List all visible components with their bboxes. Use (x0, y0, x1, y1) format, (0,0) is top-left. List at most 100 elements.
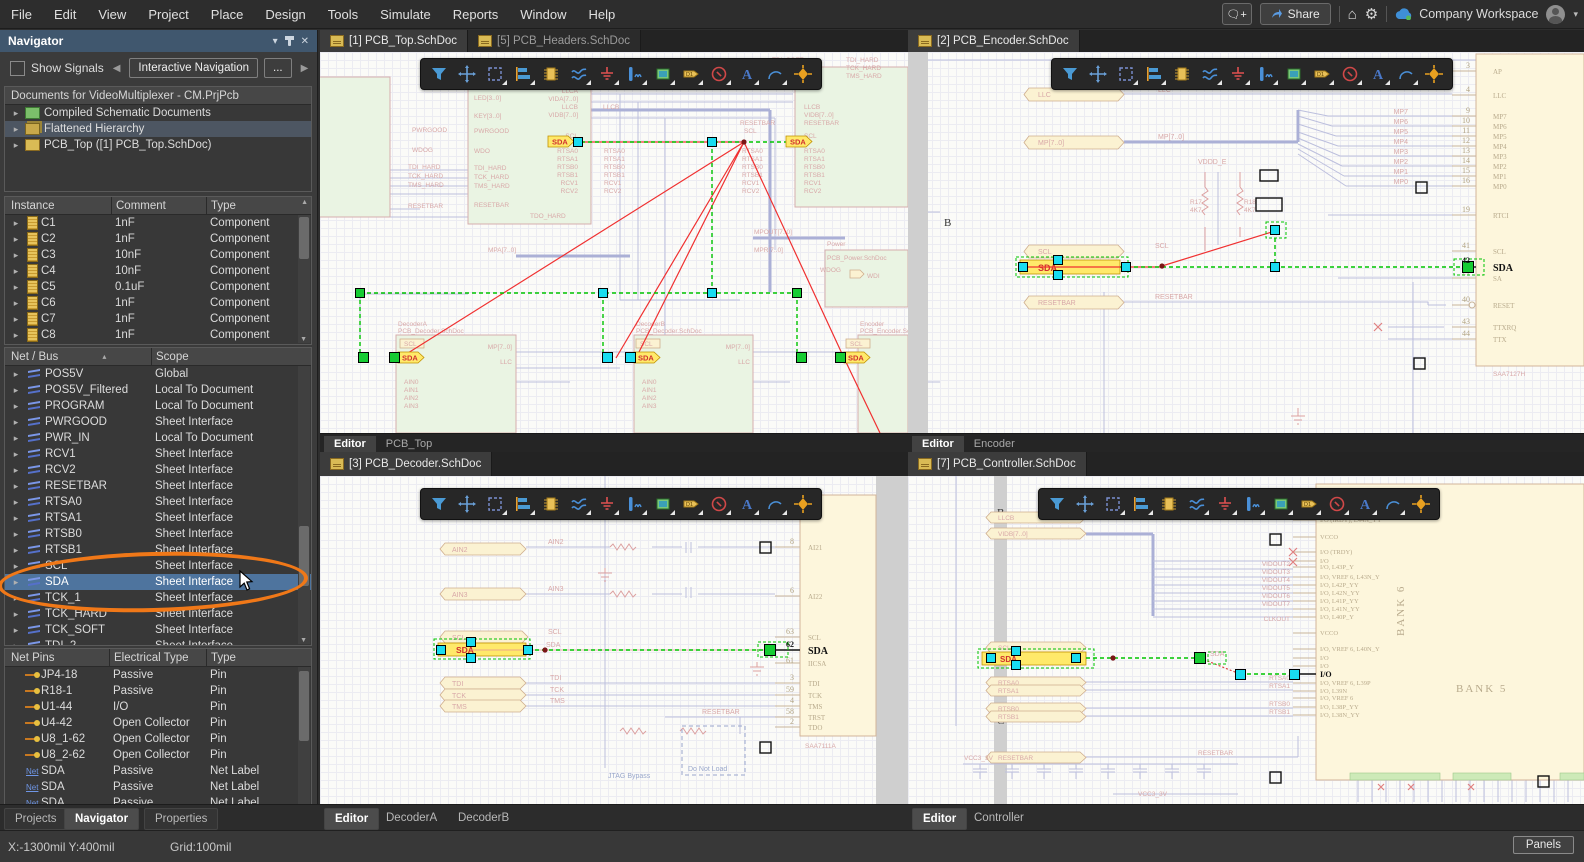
tree-item-pcbtop[interactable]: ▸ PCB_Top ([1] PCB_Top.SchDoc) (13, 139, 212, 151)
place-sheet-entry-button[interactable] (1308, 61, 1336, 87)
more-options-button[interactable]: ... (264, 58, 292, 78)
tree-item-flattened[interactable]: ▸ Flattened Hierarchy (5, 121, 311, 137)
netbus-row[interactable]: ▸ PROGRAM Local To Document (13, 400, 254, 412)
netpin-row[interactable]: JP4-18 Passive Pin (5, 667, 311, 683)
tr-editor-tab[interactable]: Editor (912, 435, 964, 452)
place-junction-button[interactable] (789, 491, 817, 517)
netbus-row[interactable]: ▸ RCV2 Sheet Interface (13, 464, 233, 476)
netbus-row[interactable]: ▸ RCV1 Sheet Interface (13, 448, 233, 460)
comment-add-button[interactable]: 🗨+ (1221, 3, 1252, 25)
col-type[interactable]: Type (206, 197, 311, 214)
place-sheet-entry-button[interactable] (1295, 491, 1323, 517)
col-comment[interactable]: Comment (111, 197, 206, 214)
br-schematic-canvas[interactable]: B C BANK 6 BANK 5 I/O (IRDY), L44N_YY VC (908, 476, 1584, 804)
table-row[interactable]: ▸ C8 1nF Component (13, 328, 270, 342)
move-tool-button[interactable] (453, 61, 481, 87)
place-power-port-button[interactable] (1224, 61, 1252, 87)
move-tool-button[interactable] (453, 491, 481, 517)
place-bus-button[interactable] (621, 61, 649, 87)
bl-schematic-canvas[interactable]: AI21 AI22 SCL IICSA TDI TCK TMS TRST TDO… (320, 476, 908, 804)
select-rect-tool-button[interactable] (1112, 61, 1140, 87)
col-instance[interactable]: Instance (11, 199, 55, 212)
netbus-row[interactable]: ▸ RTSA1 Sheet Interface (13, 512, 233, 524)
menu-simulate[interactable]: Simulate (380, 6, 431, 22)
place-part-button[interactable] (1168, 61, 1196, 87)
col-netbus[interactable]: Net / Bus ▴ (11, 350, 107, 363)
netbus-row[interactable]: ▸ PWRGOOD Sheet Interface (13, 416, 233, 428)
netpin-row[interactable]: U8_1-62 Open Collector Pin (5, 731, 311, 747)
place-text-button[interactable] (1351, 491, 1379, 517)
netbus-row[interactable]: ▸ RTSA0 Sheet Interface (13, 496, 233, 508)
menu-reports[interactable]: Reports (452, 6, 499, 22)
tl-sda-net-highlight[interactable]: SDA SDA SDA SDA SDA (355, 135, 881, 433)
avatar[interactable] (1546, 4, 1566, 24)
netbus-row[interactable]: ▸ RTSB1 Sheet Interface (13, 544, 233, 556)
place-junction-button[interactable] (789, 61, 817, 87)
bl-tab-decoderb[interactable]: DecoderB (458, 812, 510, 824)
netbus-row[interactable]: ▸ POS5V_Filtered Local To Document (13, 384, 254, 396)
tr-encoder-tab[interactable]: Encoder (973, 437, 1015, 450)
netbus-row[interactable]: ▸ PWR_IN Local To Document (13, 432, 254, 444)
select-rect-tool-button[interactable] (481, 61, 509, 87)
table-row[interactable]: ▸ C3 10nF Component (13, 248, 270, 262)
menu-file[interactable]: File (11, 6, 32, 22)
chevron-down-icon[interactable]: ▾ (1573, 8, 1578, 19)
chevron-left-icon[interactable]: ◀ (112, 62, 121, 74)
place-arc-button[interactable] (761, 491, 789, 517)
place-wire-button[interactable] (565, 61, 593, 87)
place-junction-button[interactable] (1420, 61, 1448, 87)
scrollbar[interactable]: ▼ (298, 366, 310, 644)
menu-edit[interactable]: Edit (53, 6, 77, 22)
place-power-port-button[interactable] (1211, 491, 1239, 517)
chevron-right-icon[interactable]: ▶ (300, 62, 309, 74)
col-scope[interactable]: Scope (151, 348, 311, 365)
gear-icon[interactable]: ⚙ (1364, 6, 1379, 23)
menu-help[interactable]: Help (588, 6, 616, 22)
place-bus-button[interactable] (1252, 61, 1280, 87)
panel-menu-icon[interactable]: ▾ (272, 35, 278, 47)
place-text-button[interactable] (1364, 61, 1392, 87)
place-sheet-symbol-button[interactable] (1280, 61, 1308, 87)
tl-editor-tab[interactable]: Editor (324, 435, 376, 452)
place-part-button[interactable] (1155, 491, 1183, 517)
workspace-button[interactable]: Company Workspace (1395, 7, 1538, 21)
show-signals-checkbox[interactable] (10, 60, 25, 76)
filter-tool-button[interactable] (425, 61, 453, 87)
menu-project[interactable]: Project (148, 6, 189, 22)
netpin-row[interactable]: R18-1 Passive Pin (5, 683, 311, 699)
pin-icon[interactable] (284, 35, 294, 46)
bl-tab-decodera[interactable]: DecoderA (386, 812, 438, 824)
bl-editor-tab[interactable]: Editor (324, 808, 380, 830)
panels-button[interactable]: Panels (1512, 836, 1574, 854)
netbus-row[interactable]: ▸ TCK_SOFT Sheet Interface (13, 624, 233, 636)
bl-sda-net-highlight[interactable]: SDA SDA 62 SDA (433, 637, 829, 663)
table-row[interactable]: ▸ C4 10nF Component (13, 264, 270, 278)
netbus-row[interactable]: ▸ POS5V Global (13, 368, 189, 380)
table-row[interactable]: ▸ C7 1nF Component (13, 312, 270, 326)
share-button[interactable]: Share (1259, 3, 1331, 25)
netbus-row[interactable]: ▸ SCL Sheet Interface (13, 560, 233, 572)
tr-schematic-canvas[interactable]: B AP LLC MP7 MP6 MP5 MP4 MP3 (908, 52, 1584, 433)
tab-projects[interactable]: Projects (4, 808, 68, 830)
interactive-navigation-button[interactable]: Interactive Navigation (129, 58, 259, 78)
table-row[interactable]: ▸ C5 0.1uF Component (13, 280, 270, 294)
filter-tool-button[interactable] (1056, 61, 1084, 87)
menu-place[interactable]: Place (210, 6, 244, 22)
place-bus-button[interactable] (1239, 491, 1267, 517)
doc-tab-pcbcontroller[interactable]: [7] PCB_Controller.SchDoc (908, 452, 1087, 476)
br-sda-net-highlight[interactable]: SDA SDA I/O (977, 646, 1332, 680)
menu-view[interactable]: View (98, 6, 127, 22)
netbus-row[interactable]: ▸ TDI_2 Sheet Interface (5, 638, 311, 645)
place-sheet-symbol-button[interactable] (649, 61, 677, 87)
netpin-row[interactable]: U8_2-62 Open Collector Pin (5, 747, 311, 763)
netpin-row[interactable]: U1-44 I/O Pin (5, 699, 311, 715)
place-part-button[interactable] (537, 491, 565, 517)
place-arc-button[interactable] (761, 61, 789, 87)
br-tab-controller[interactable]: Controller (974, 812, 1024, 824)
align-tool-button[interactable] (509, 61, 537, 87)
place-wire-button[interactable] (1183, 491, 1211, 517)
doc-tab-pcbheaders[interactable]: [5] PCB_Headers.SchDoc (468, 30, 641, 52)
place-bus-button[interactable] (621, 491, 649, 517)
filter-tool-button[interactable] (425, 491, 453, 517)
